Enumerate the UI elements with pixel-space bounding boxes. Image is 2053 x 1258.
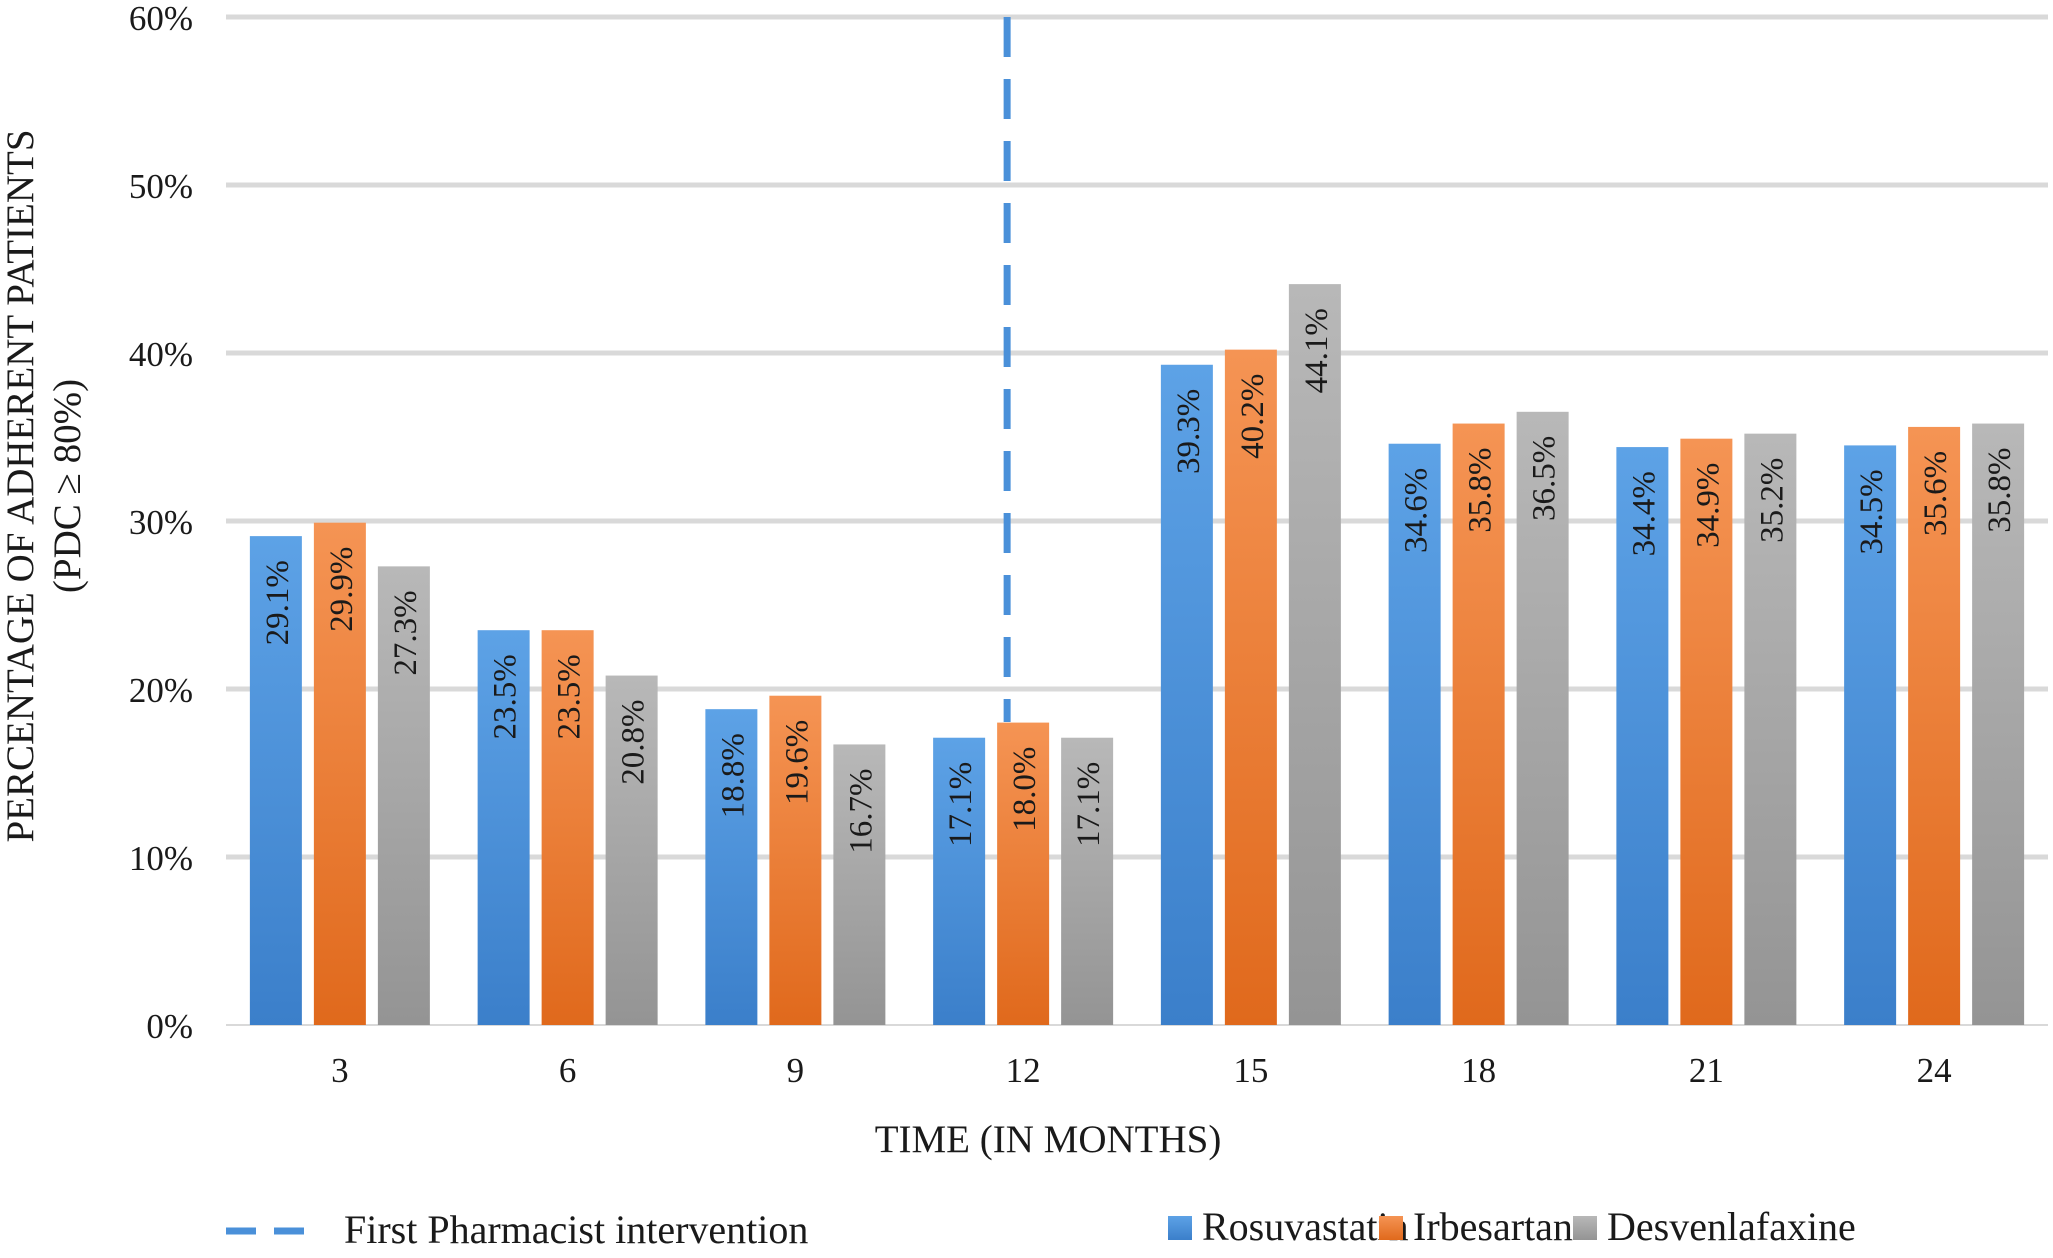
data-label: 35.6% [1918,451,1954,536]
bar-rosuvastatin-9 [705,709,758,1025]
bar-rosuvastatin-21 [1616,447,1669,1026]
data-label: 34.4% [1626,471,1662,556]
y-tick-label: 10% [129,839,193,878]
bar-desvenlafaxine-9 [833,744,886,1025]
bar-desvenlafaxine-24 [1972,423,2025,1025]
bar-irbesartan-15 [1224,349,1277,1025]
bar-irbesartan-6 [541,630,594,1025]
y-tick-label: 60% [129,0,193,38]
bar-rosuvastatin-24 [1844,445,1897,1025]
x-tick-label: 18 [1461,1051,1496,1090]
data-label: 44.1% [1299,308,1335,393]
bars: 29.1% 29.9% 27.3% 3 23.5% 23.5% 20.8% 6 18.8% 19.… [249,284,2025,1090]
y-tick-label: 40% [129,335,193,374]
x-tick-label: 6 [559,1051,577,1090]
data-label: 23.5% [488,654,524,739]
data-label: 34.5% [1854,469,1890,554]
bar-irbesartan-3 [313,522,366,1025]
data-label: 18.0% [1007,747,1043,832]
data-label: 34.6% [1399,468,1435,553]
bar-rosuvastatin-18 [1388,443,1441,1026]
data-label: 29.1% [260,560,296,645]
bar-desvenlafaxine-21 [1744,433,1797,1025]
bar-irbesartan-9 [769,695,822,1025]
data-label: 27.3% [388,590,424,675]
y-tick-label: 0% [146,1007,193,1046]
y-axis-title: PERCENTAGE OF ADHERENT PATIENTS [0,129,42,842]
data-label: 20.8% [616,700,652,785]
data-label: 29.9% [324,547,360,632]
x-axis-title: TIME (IN MONTHS) [875,1118,1222,1161]
legend-swatch-irbesartan [1379,1216,1403,1240]
data-label: 17.1% [943,762,979,847]
bar-desvenlafaxine-3 [377,566,430,1025]
data-label: 39.3% [1171,389,1207,474]
data-label: 36.5% [1527,436,1563,521]
gridlines: 0% 10% 20% 30% 40% 50% 60% [129,0,2048,1046]
bar-irbesartan-24 [1908,426,1961,1025]
x-tick-label: 21 [1689,1051,1724,1090]
x-tick-label: 3 [331,1051,349,1090]
y-tick-label: 50% [129,167,193,206]
x-tick-label: 9 [787,1051,805,1090]
x-tick-label: 12 [1006,1051,1041,1090]
data-label: 35.2% [1754,458,1790,543]
bar-irbesartan-21 [1680,438,1733,1025]
bar-desvenlafaxine-15 [1288,284,1341,1025]
bar-irbesartan-12 [997,722,1050,1025]
legend-swatch-desvenlafaxine [1573,1216,1597,1240]
y-axis-title-subtitle: (PDC ≥ 80%) [46,379,89,593]
data-label: 35.8% [1463,448,1499,533]
bar-desvenlafaxine-12 [1061,737,1114,1025]
bar-rosuvastatin-12 [933,737,986,1025]
bar-desvenlafaxine-6 [605,675,658,1025]
x-tick-label: 24 [1917,1051,1952,1090]
data-label: 17.1% [1071,762,1107,847]
legend-annotation-label: First Pharmacist intervention [344,1207,808,1252]
bar-rosuvastatin-15 [1160,364,1213,1025]
data-label: 19.6% [779,720,815,805]
legend-label-desvenlafaxine: Desvenlafaxine [1607,1204,1856,1249]
x-tick-label: 15 [1233,1051,1268,1090]
bar-rosuvastatin-6 [477,630,530,1025]
axes: TIME (IN MONTHS) PERCENTAGE OF ADHERENT … [0,129,1221,1161]
legend-label-rosuvastatin: Rosuvastatin [1202,1204,1409,1249]
bar-desvenlafaxine-18 [1516,411,1569,1025]
data-label: 40.2% [1235,374,1271,459]
bar-rosuvastatin-3 [249,536,302,1025]
data-label: 34.9% [1690,463,1726,548]
data-label: 23.5% [552,654,588,739]
legend-swatch-rosuvastatin [1168,1216,1192,1240]
data-label: 18.8% [715,733,751,818]
data-label: 35.8% [1982,448,2018,533]
bar-irbesartan-18 [1452,423,1505,1025]
data-label: 16.7% [843,768,879,853]
legend: First Pharmacist intervention Rosuvastati… [226,1204,1856,1252]
y-tick-label: 30% [129,503,193,542]
legend-label-irbesartan: Irbesartan [1413,1204,1573,1249]
y-tick-label: 20% [129,671,193,710]
